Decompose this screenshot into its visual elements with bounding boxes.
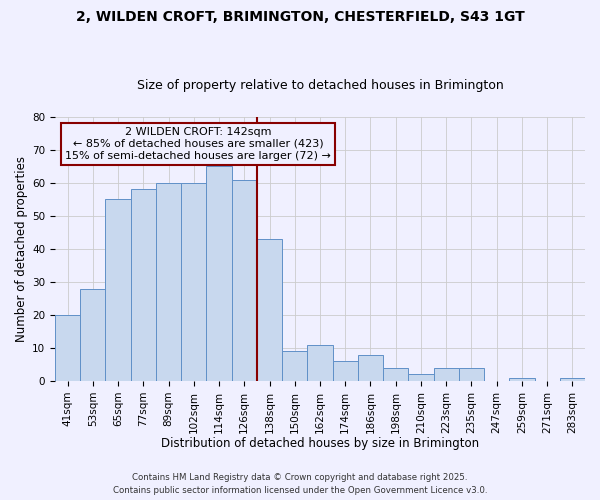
Bar <box>106 200 131 381</box>
Bar <box>560 378 585 381</box>
X-axis label: Distribution of detached houses by size in Brimington: Distribution of detached houses by size … <box>161 437 479 450</box>
Bar <box>206 166 232 381</box>
Bar <box>232 180 257 381</box>
Bar <box>156 183 181 381</box>
Bar <box>358 354 383 381</box>
Text: 2 WILDEN CROFT: 142sqm
← 85% of detached houses are smaller (423)
15% of semi-de: 2 WILDEN CROFT: 142sqm ← 85% of detached… <box>65 128 331 160</box>
Y-axis label: Number of detached properties: Number of detached properties <box>15 156 28 342</box>
Title: Size of property relative to detached houses in Brimington: Size of property relative to detached ho… <box>137 79 503 92</box>
Bar <box>409 374 434 381</box>
Text: Contains HM Land Registry data © Crown copyright and database right 2025.
Contai: Contains HM Land Registry data © Crown c… <box>113 474 487 495</box>
Bar <box>181 183 206 381</box>
Bar <box>509 378 535 381</box>
Bar <box>307 344 332 381</box>
Bar <box>80 288 106 381</box>
Text: 2, WILDEN CROFT, BRIMINGTON, CHESTERFIELD, S43 1GT: 2, WILDEN CROFT, BRIMINGTON, CHESTERFIEL… <box>76 10 524 24</box>
Bar <box>332 361 358 381</box>
Bar <box>434 368 459 381</box>
Bar <box>55 315 80 381</box>
Bar <box>459 368 484 381</box>
Bar <box>131 190 156 381</box>
Bar <box>257 239 282 381</box>
Bar <box>383 368 409 381</box>
Bar <box>282 352 307 381</box>
